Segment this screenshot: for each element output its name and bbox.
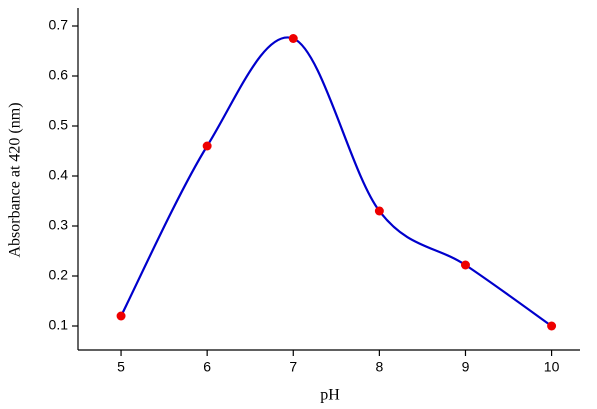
- y-tick-label: 0.6: [49, 67, 69, 83]
- data-line: [120, 36, 553, 327]
- y-tick-label: 0.3: [49, 217, 69, 233]
- x-tick-label: 10: [544, 359, 560, 375]
- y-axis-label: Absorbance at 420 (nm): [7, 102, 24, 257]
- data-point: [116, 311, 126, 321]
- data-point: [202, 141, 212, 151]
- y-tick-label: 0.7: [49, 17, 69, 33]
- x-axis-label: pH: [320, 387, 340, 404]
- y-tick-label: 0.4: [49, 167, 69, 183]
- x-tick-label: 7: [289, 359, 297, 375]
- data-point: [547, 321, 557, 331]
- x-tick-label: 8: [375, 359, 383, 375]
- data-point: [460, 260, 470, 270]
- y-tick-label: 0.2: [49, 267, 69, 283]
- x-tick-label: 5: [117, 359, 125, 375]
- x-tick-label: 6: [203, 359, 211, 375]
- y-tick-label: 0.1: [49, 317, 69, 333]
- y-tick-label: 0.5: [49, 117, 69, 133]
- data-point: [374, 206, 384, 216]
- x-tick-label: 9: [462, 359, 470, 375]
- data-point: [288, 34, 298, 43]
